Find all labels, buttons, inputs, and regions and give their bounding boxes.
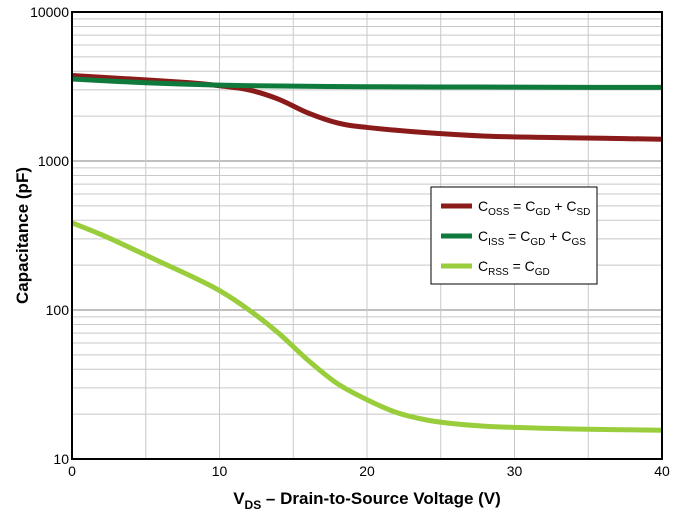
x-tick-label: 30 bbox=[507, 463, 523, 479]
y-tick-label: 100 bbox=[46, 302, 70, 318]
x-axis-title-sub: DS bbox=[245, 498, 262, 512]
x-tick-label: 10 bbox=[212, 463, 228, 479]
y-tick-label: 1000 bbox=[38, 153, 69, 169]
x-tick-label: 20 bbox=[359, 463, 375, 479]
plot-frame bbox=[71, 11, 663, 460]
legend-entry: CISS = CGD + CGS bbox=[478, 228, 586, 248]
x-tick-label: 0 bbox=[68, 463, 76, 479]
series-line-crss bbox=[71, 220, 663, 433]
x-tick-label: 40 bbox=[654, 463, 670, 479]
legend-entry: CRSS = CGD bbox=[478, 258, 550, 278]
series-lines bbox=[71, 72, 663, 433]
legend: COSS = CGD + CSD CISS = CGD + CGS CRSS = C… bbox=[430, 186, 598, 285]
x-axis-title-main: V bbox=[233, 489, 245, 508]
x-axis-title-rest: – Drain-to-Source Voltage (V) bbox=[261, 489, 501, 508]
legend-entry: COSS = CGD + CSD bbox=[478, 198, 590, 218]
series-line-ciss bbox=[71, 76, 663, 90]
x-axis-title: VDS – Drain-to-Source Voltage (V) bbox=[233, 489, 501, 512]
y-axis-title: Capacitance (pF) bbox=[13, 167, 32, 304]
y-tick-label: 10 bbox=[53, 451, 69, 467]
y-tick-label: 10000 bbox=[30, 4, 69, 20]
